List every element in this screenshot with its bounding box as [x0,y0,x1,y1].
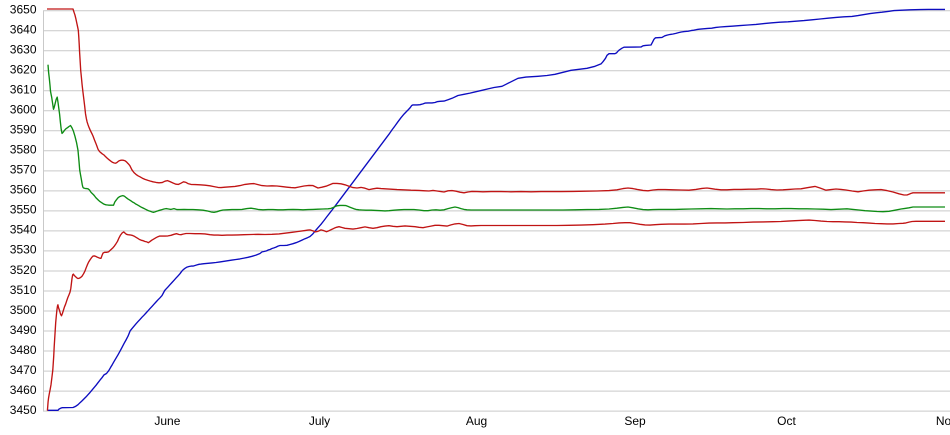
svg-text:3600: 3600 [10,103,37,117]
svg-text:Nov: Nov [936,414,950,428]
svg-text:3540: 3540 [10,223,37,237]
svg-text:3530: 3530 [10,243,37,257]
svg-text:Sep: Sep [624,414,646,428]
svg-text:3570: 3570 [10,163,37,177]
svg-text:3490: 3490 [10,323,37,337]
svg-text:3590: 3590 [10,123,37,137]
svg-text:3630: 3630 [10,43,37,57]
svg-text:3510: 3510 [10,283,37,297]
svg-text:June: June [154,414,180,428]
svg-text:3450: 3450 [10,403,37,417]
svg-text:3610: 3610 [10,83,37,97]
svg-text:3560: 3560 [10,183,37,197]
svg-text:3480: 3480 [10,343,37,357]
svg-text:3550: 3550 [10,203,37,217]
svg-text:3650: 3650 [10,3,37,17]
svg-text:3520: 3520 [10,263,37,277]
svg-text:3500: 3500 [10,303,37,317]
svg-text:3460: 3460 [10,383,37,397]
svg-text:3470: 3470 [10,363,37,377]
svg-text:3640: 3640 [10,23,37,37]
svg-text:July: July [309,414,330,428]
svg-text:Aug: Aug [466,414,487,428]
svg-text:3620: 3620 [10,63,37,77]
svg-text:3580: 3580 [10,143,37,157]
svg-text:Oct: Oct [777,414,796,428]
